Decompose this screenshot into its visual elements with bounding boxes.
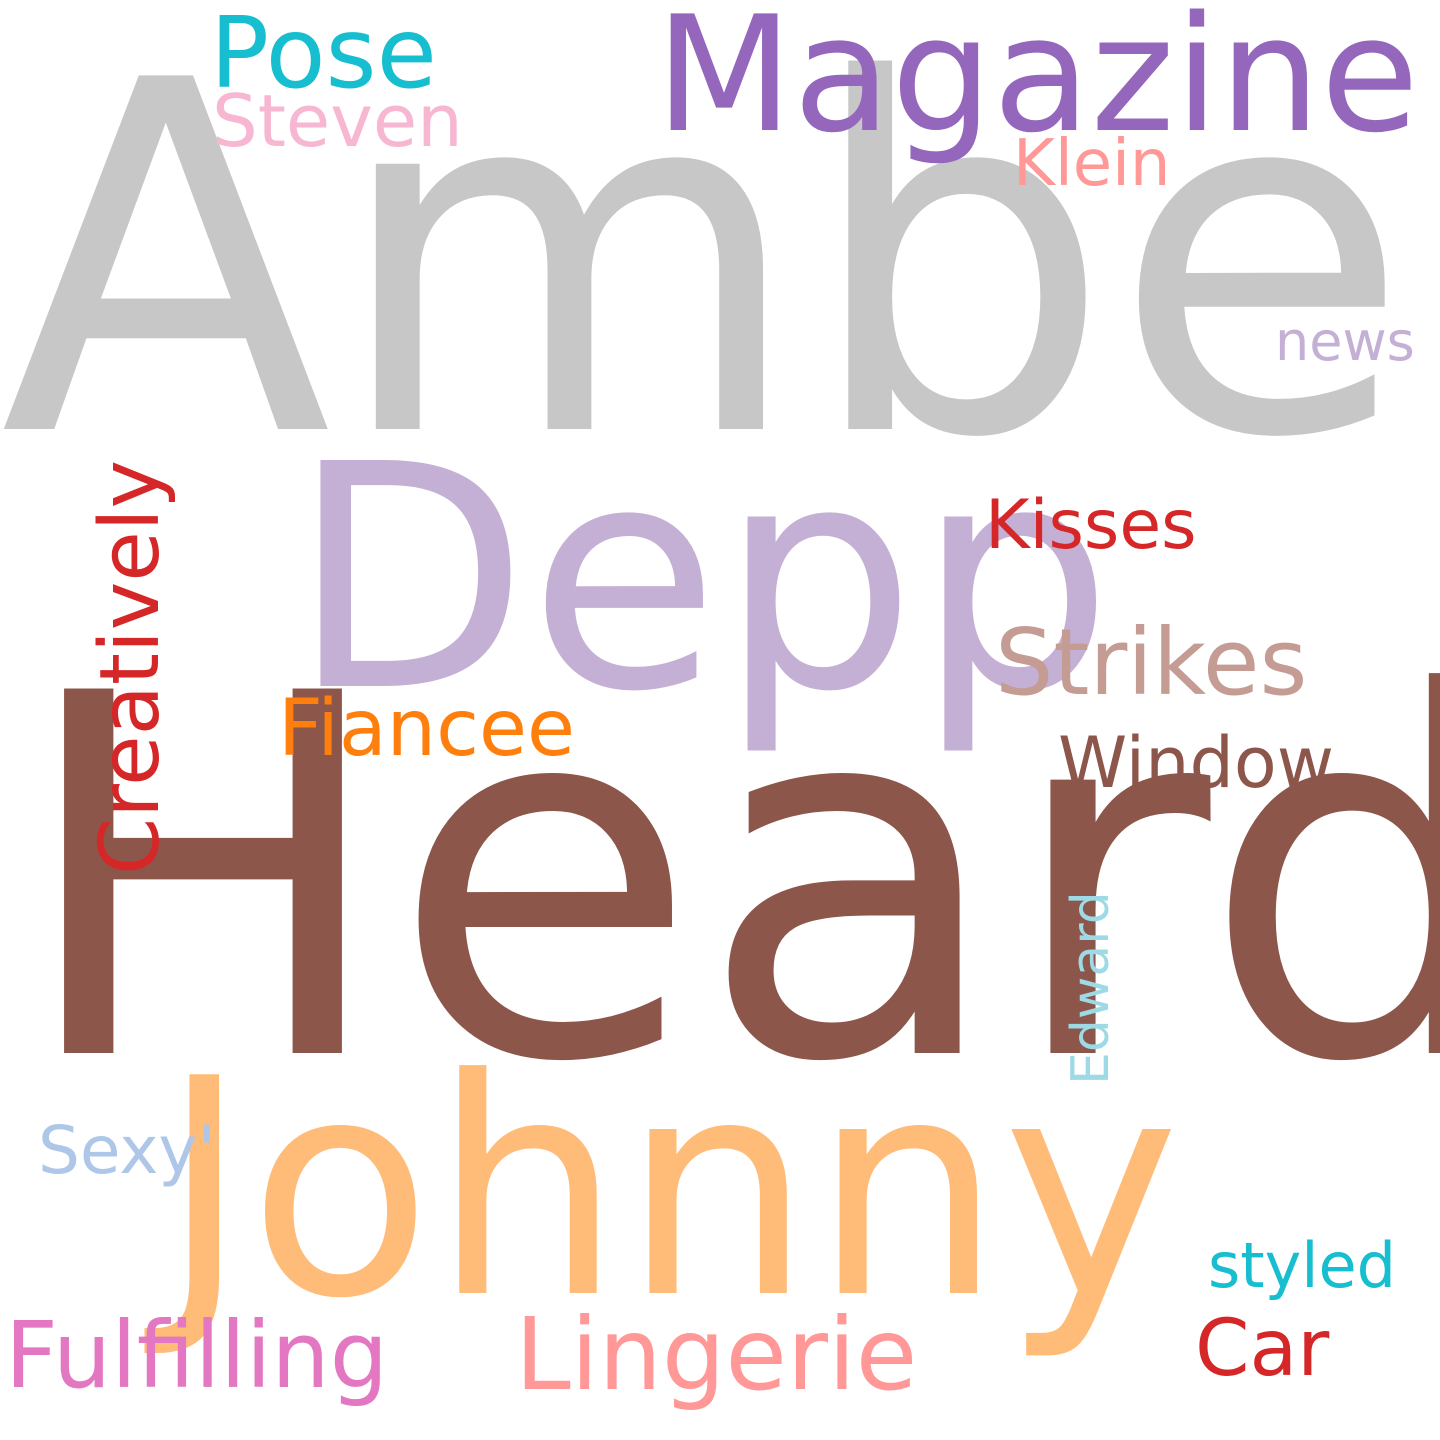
word-amber: Amber bbox=[0, 0, 1440, 544]
word-heard: Heard bbox=[15, 589, 1440, 1171]
word-window: Window bbox=[1058, 722, 1335, 804]
word-fiancee: Fiancee bbox=[278, 684, 575, 774]
word-fulfilling: Fulfilling bbox=[5, 1302, 389, 1409]
word-styled: styled bbox=[1208, 1229, 1397, 1302]
word-edward: Edward bbox=[1061, 891, 1121, 1085]
word-car: Car bbox=[1195, 1304, 1330, 1394]
word-steven: Steven bbox=[212, 79, 463, 163]
word-news: news bbox=[1275, 310, 1415, 373]
word-creatively: Creatively bbox=[83, 459, 178, 875]
word-klein: Klein bbox=[1013, 127, 1171, 201]
word-johnny: Johnny bbox=[160, 1015, 1180, 1364]
word-sexy: Sexy' bbox=[38, 1112, 216, 1189]
word-strikes: Strikes bbox=[995, 609, 1308, 716]
word-pose: Pose bbox=[210, 0, 437, 111]
word-kisses: Kisses bbox=[985, 486, 1197, 565]
word-lingerie: Lingerie bbox=[515, 1296, 918, 1413]
word-depp: Depp bbox=[290, 399, 1113, 760]
word-magazine: Magazine bbox=[655, 0, 1419, 168]
